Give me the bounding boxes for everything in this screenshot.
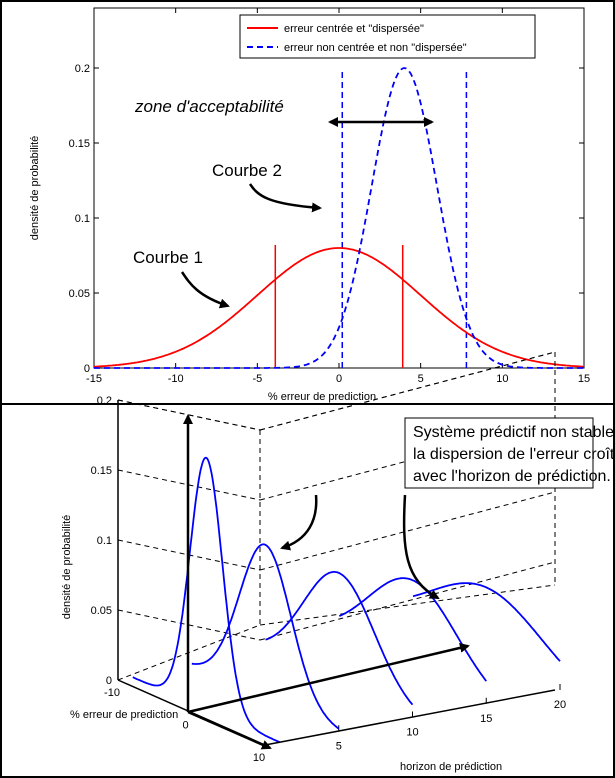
annotation-line-2: la dispersion de l'erreur croît xyxy=(413,446,615,463)
horizon-arrow xyxy=(187,642,470,714)
bottom-series-curve-2 xyxy=(191,543,340,730)
curve2-annotation: Courbe 2 xyxy=(212,161,282,180)
bottom-x-tick-label: 10 xyxy=(253,752,265,764)
bottom-z-axis-label: densité de probabilité xyxy=(61,515,73,620)
top-y-tick-label: 0.2 xyxy=(75,63,90,75)
bottom-horizon-tick-label: 15 xyxy=(480,713,492,725)
bottom-series-curve-5 xyxy=(412,582,561,662)
bottom-series-curve-4 xyxy=(338,577,487,682)
top-x-tick-label: 10 xyxy=(496,373,508,385)
bottom-series-curve-1 xyxy=(132,456,281,744)
annotation-box xyxy=(404,417,594,489)
annotation-line-1: Système prédictif non stable : xyxy=(413,424,615,441)
bottom-horizon-tick-label: 10 xyxy=(406,727,418,739)
bottom-z-tick-label: 0.2 xyxy=(97,395,112,407)
x-arrow xyxy=(187,710,272,750)
annotation-line-3: avec l'horizon de prédiction. xyxy=(413,468,611,485)
top-y-tick-label: 0.1 xyxy=(75,213,90,225)
floor-back-edge xyxy=(259,584,556,626)
bottom-z-tick-label: 0.1 xyxy=(97,535,112,547)
top-x-tick-label: 5 xyxy=(418,373,424,385)
legend-label-red: erreur centrée et "dispersée" xyxy=(284,23,424,35)
curve1-arrow xyxy=(180,271,230,309)
top-y-tick-label: 0 xyxy=(84,363,90,375)
top-x-tick-label: -10 xyxy=(168,373,184,385)
top-x-tick-label: -15 xyxy=(86,373,102,385)
top-plot-area xyxy=(93,7,585,369)
top-x-tick-label: 0 xyxy=(336,373,342,385)
bottom-z-tick-label: 0 xyxy=(106,675,112,687)
top-series-line-1 xyxy=(93,247,585,368)
top-series-line-2 xyxy=(94,67,584,369)
horizon-axis-line xyxy=(264,689,556,746)
z-grid-back xyxy=(259,491,556,571)
bottom-horizon-axis-label: horizon de prédiction xyxy=(400,761,502,773)
z-grid-back xyxy=(259,561,556,641)
curve2-arrow xyxy=(248,183,322,213)
bottom-series-curve-3 xyxy=(265,571,414,706)
legend-box xyxy=(239,14,536,59)
top-x-tick-label: -5 xyxy=(252,373,262,385)
top-legend: erreur centrée et "dispersée" erreur non… xyxy=(239,14,536,59)
bottom-horizon-tick-label: 20 xyxy=(554,699,566,711)
top-series-group xyxy=(93,67,585,369)
top-x-axis-label: % erreur de prediction xyxy=(268,391,376,403)
top-y-tick-label: 0.15 xyxy=(69,138,90,150)
bottom-horizon-tick-label: 5 xyxy=(336,740,342,752)
bottom-x-tick-label: -10 xyxy=(104,687,120,699)
top-tick-group: -15 -10 -5 0 5 10 15 0 0.05 0.1 0.15 0.2 xyxy=(69,8,590,385)
annotation-arrow-right xyxy=(402,494,440,600)
legend-label-blue: erreur non centrée et non "dispersée" xyxy=(284,42,467,54)
bottom-z-tick-label: 0.05 xyxy=(91,605,112,617)
top-x-tick-label: 15 xyxy=(578,373,590,385)
annotation-arrow-left xyxy=(280,494,318,551)
curve1-annotation: Courbe 1 xyxy=(133,248,203,267)
bottom-series-group xyxy=(132,456,561,744)
top-y-tick-label: 0.05 xyxy=(69,288,90,300)
bottom-z-tick-label: 0.15 xyxy=(91,465,112,477)
bottom-x-axis-label: % erreur de prediction xyxy=(70,709,178,721)
z-grid-back xyxy=(259,351,556,431)
top-chart: -15 -10 -5 0 5 10 15 0 0.05 0.1 0.15 0.2 % erreur d… xyxy=(29,7,590,403)
top-y-axis-label: densité de probabilité xyxy=(29,136,41,241)
stability-annotation: Système prédictif non stable : la disper… xyxy=(404,417,615,489)
bottom-x-tick-label: 0 xyxy=(182,720,188,732)
zone-annotation: zone d'acceptabilité xyxy=(134,97,284,116)
